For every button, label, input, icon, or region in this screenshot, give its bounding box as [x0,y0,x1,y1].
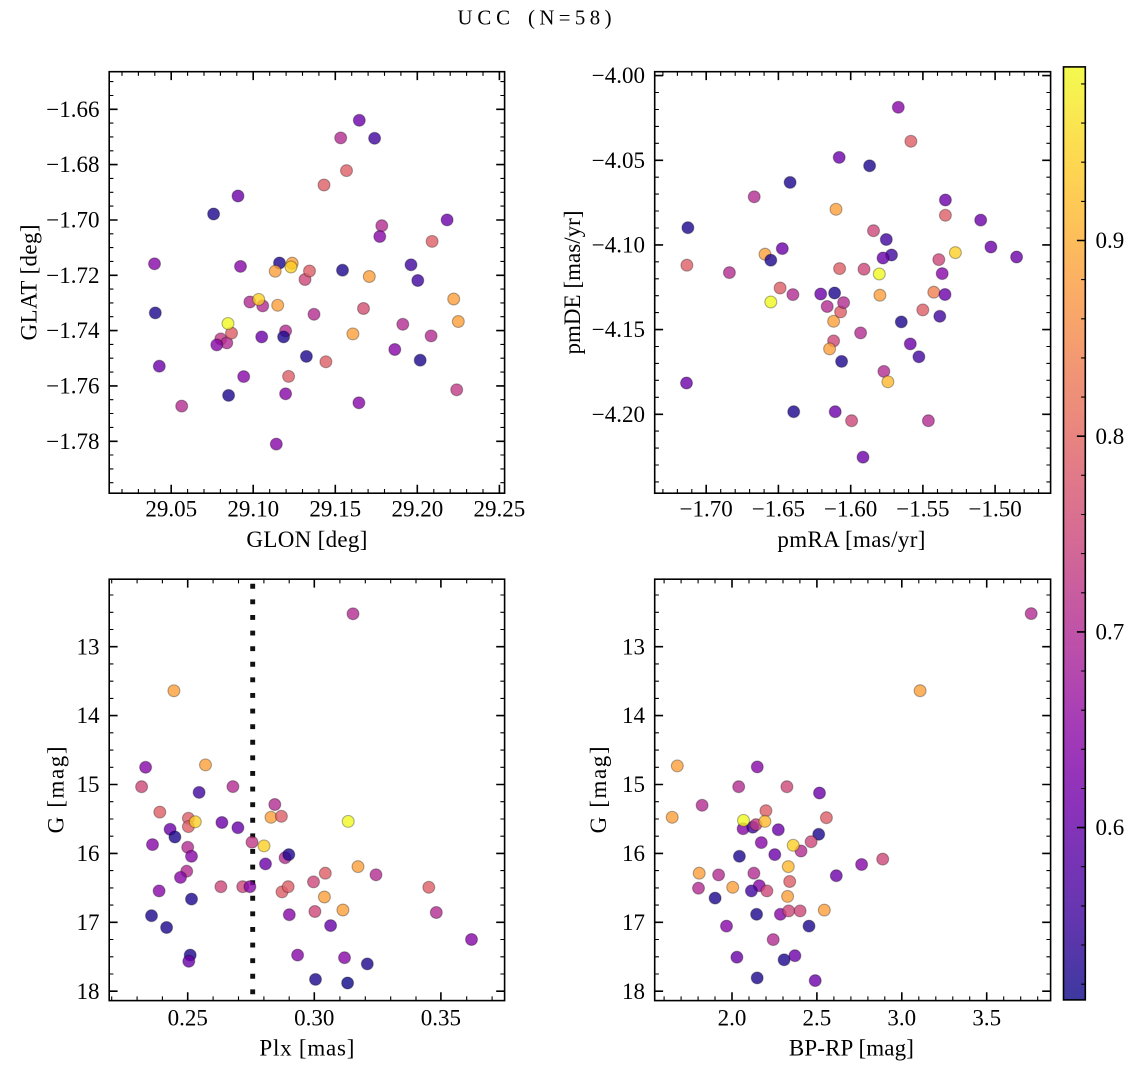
svg-text:17: 17 [622,910,645,935]
svg-text:(N=58): (N=58) [528,7,612,30]
svg-text:BP-RP [mag]: BP-RP [mag] [789,1036,914,1061]
svg-text:−1.55: −1.55 [896,496,949,521]
svg-text:−1.74: −1.74 [46,318,100,343]
svg-text:GLAT [deg]: GLAT [deg] [17,225,42,341]
svg-text:29.15: 29.15 [309,496,361,521]
svg-text:−4.05: −4.05 [592,148,645,173]
svg-text:G [mag]: G [mag] [44,746,69,833]
svg-text:−1.50: −1.50 [969,496,1022,521]
svg-text:14: 14 [77,703,101,728]
svg-text:0.7: 0.7 [1096,620,1125,645]
svg-text:UCC: UCC [458,7,511,30]
svg-text:0.35: 0.35 [421,1006,461,1031]
svg-text:3.5: 3.5 [972,1006,1001,1031]
svg-text:GLON [deg]: GLON [deg] [246,527,367,552]
svg-text:0.30: 0.30 [294,1006,334,1031]
svg-text:−1.68: −1.68 [46,152,99,177]
svg-text:16: 16 [622,841,645,866]
svg-text:29.20: 29.20 [391,496,443,521]
svg-text:2.0: 2.0 [718,1006,747,1031]
svg-text:−4.15: −4.15 [592,317,645,342]
svg-text:15: 15 [622,772,645,797]
svg-text:17: 17 [77,910,100,935]
svg-text:0.9: 0.9 [1096,228,1125,253]
svg-text:−4.00: −4.00 [592,63,645,88]
svg-text:2.5: 2.5 [803,1006,832,1031]
svg-text:−1.72: −1.72 [46,263,99,288]
svg-text:−1.70: −1.70 [680,496,733,521]
svg-text:18: 18 [622,979,645,1004]
svg-text:16: 16 [77,841,100,866]
svg-text:0.6: 0.6 [1096,815,1125,840]
svg-text:−1.78: −1.78 [46,429,99,454]
svg-text:pmRA [mas/yr]: pmRA [mas/yr] [777,527,925,552]
svg-text:13: 13 [77,634,100,659]
svg-text:29.05: 29.05 [145,496,197,521]
svg-text:15: 15 [77,772,100,797]
svg-text:29.25: 29.25 [474,496,526,521]
svg-text:13: 13 [622,634,645,659]
svg-text:18: 18 [77,979,100,1004]
svg-text:−4.10: −4.10 [592,233,645,258]
svg-text:pmDE [mas/yr]: pmDE [mas/yr] [560,211,585,355]
svg-text:29.10: 29.10 [227,496,279,521]
svg-text:3.0: 3.0 [887,1006,916,1031]
svg-text:0.25: 0.25 [168,1006,208,1031]
svg-text:0.8: 0.8 [1096,424,1125,449]
svg-text:−4.20: −4.20 [592,402,645,427]
svg-text:−1.70: −1.70 [46,208,99,233]
svg-text:−1.66: −1.66 [46,97,99,122]
svg-text:Plx [mas]: Plx [mas] [259,1036,354,1061]
svg-text:−1.65: −1.65 [752,496,805,521]
svg-text:−1.60: −1.60 [824,496,877,521]
svg-text:14: 14 [622,703,646,728]
svg-text:G [mag]: G [mag] [586,746,611,833]
svg-text:−1.76: −1.76 [46,374,99,399]
